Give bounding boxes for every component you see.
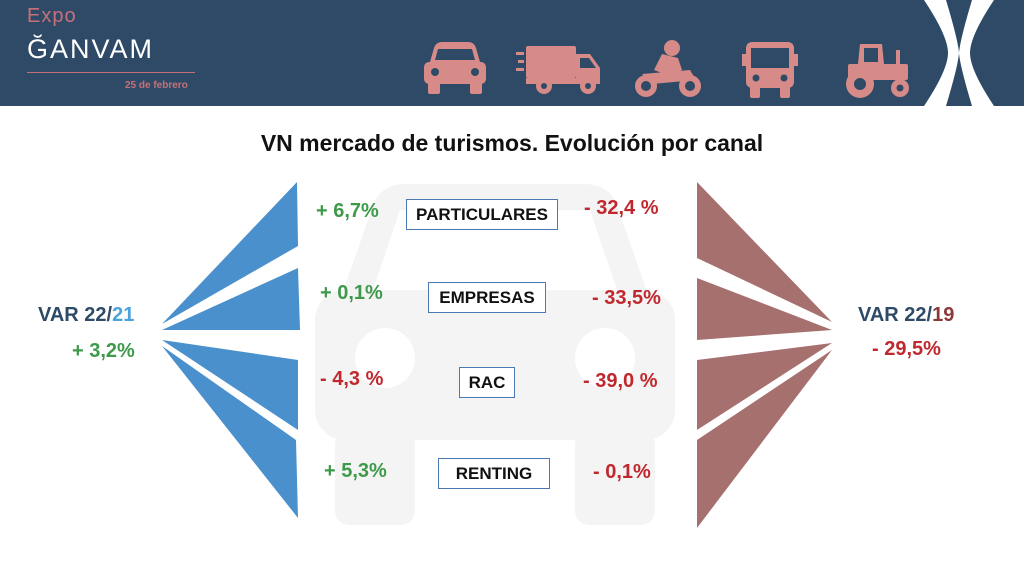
- bus-icon: [742, 42, 798, 98]
- left-var-label: VAR 22/21: [38, 304, 134, 327]
- wedge-left-rac: [162, 340, 298, 430]
- channel-box-renting: RENTING: [438, 458, 550, 489]
- wedge-left-empresas: [162, 268, 300, 330]
- right-var-label-prefix: VAR 22/: [858, 304, 933, 326]
- channel-box-empresas: EMPRESAS: [428, 282, 546, 313]
- wedge-left-renting: [162, 346, 298, 518]
- brand-x-mark-icon: [924, 0, 994, 106]
- rac-var-22-21: - 4,3 %: [320, 368, 384, 390]
- logo-expo-text: Expo: [27, 5, 77, 27]
- right-var-value: - 29,5%: [872, 338, 941, 360]
- logo-ganvam-text: ĞANVAM: [27, 34, 155, 64]
- motorcycle-icon: [635, 40, 701, 97]
- renting-var-22-19: - 0,1%: [593, 461, 651, 483]
- rac-var-22-19: - 39,0 %: [583, 370, 658, 392]
- event-date: 25 de febrero: [125, 80, 188, 91]
- particulares-var-22-21: + 6,7%: [316, 200, 379, 222]
- right-var-label-year: 19: [932, 304, 955, 326]
- empresas-var-22-19: - 33,5%: [592, 287, 661, 309]
- header-banner: Expo ĞANVAM 25 de febrero: [0, 0, 1024, 106]
- tractor-icon: [846, 44, 909, 98]
- channel-box-rac: RAC: [459, 367, 515, 398]
- logo-underline: [27, 72, 195, 73]
- left-var-value: + 3,2%: [72, 340, 135, 362]
- right-var-label: VAR 22/19: [858, 304, 954, 327]
- left-var-label-year: 21: [112, 304, 135, 326]
- left-var-label-prefix: VAR 22/: [38, 304, 113, 326]
- wedge-right-rac: [697, 343, 832, 430]
- wedge-right-renting: [697, 350, 832, 528]
- slide-title: VN mercado de turismos. Evolución por ca…: [260, 130, 764, 156]
- empresas-var-22-21: + 0,1%: [320, 282, 383, 304]
- wedge-right-empresas: [697, 278, 832, 340]
- renting-var-22-21: + 5,3%: [324, 460, 387, 482]
- wedge-right-particulares: [697, 182, 832, 322]
- car-icon: [424, 42, 486, 94]
- wedge-left-particulares: [162, 182, 298, 324]
- particulares-var-22-19: - 32,4 %: [584, 197, 659, 219]
- truck-icon: [516, 46, 600, 94]
- channel-box-particulares: PARTICULARES: [406, 199, 558, 230]
